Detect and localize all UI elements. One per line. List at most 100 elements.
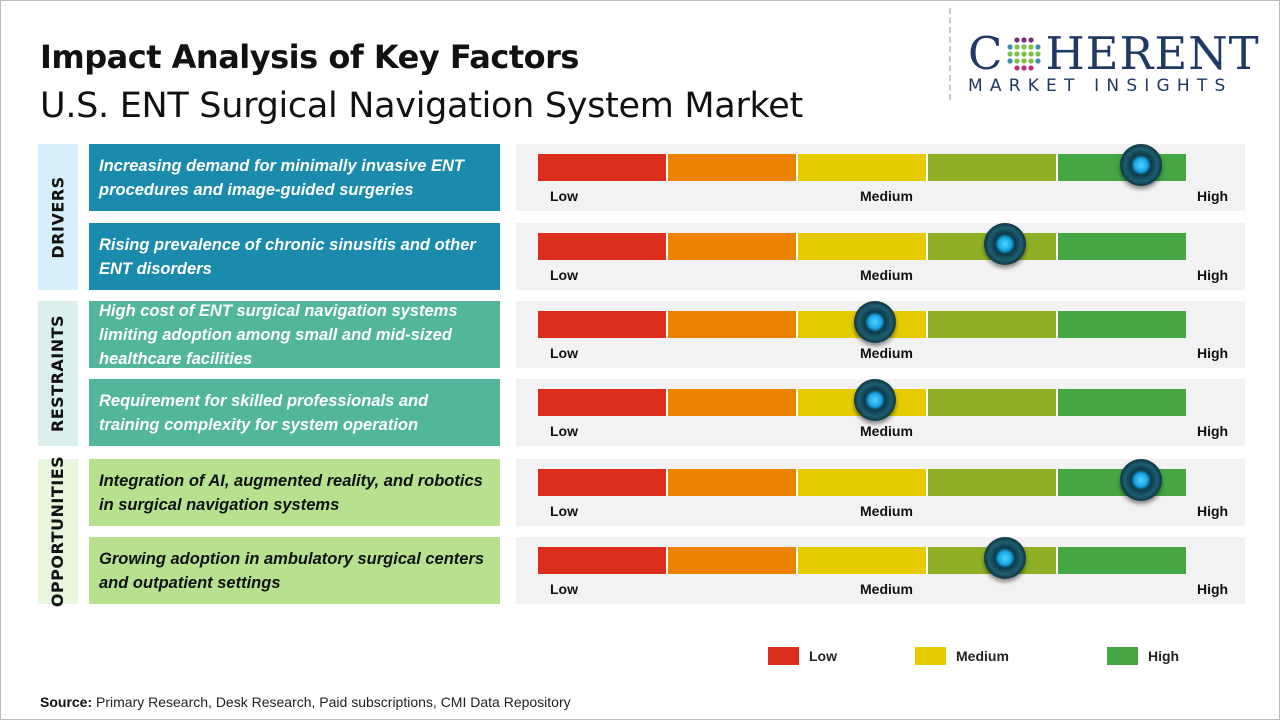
gauge-knob-icon	[1119, 144, 1162, 186]
globe-dot	[1021, 58, 1028, 64]
gauge-segment	[1058, 389, 1186, 416]
legend-item: High	[1107, 647, 1179, 665]
scale-label-low: Low	[550, 423, 578, 439]
scale-label-medium: Medium	[860, 581, 913, 597]
scale-label-low: Low	[550, 503, 578, 519]
legend-label: Low	[809, 648, 837, 664]
gauge-segment	[668, 469, 798, 496]
scale-label-medium: Medium	[860, 345, 913, 361]
gauge-segment	[928, 311, 1058, 338]
category-label-drivers: DRIVERS	[38, 144, 78, 290]
gauge-knob-icon	[983, 537, 1026, 579]
gauge-segment	[798, 233, 928, 260]
impact-gauge: Low Medium High	[516, 537, 1245, 604]
scale-label-low: Low	[550, 345, 578, 361]
legend-label: Medium	[956, 648, 1009, 664]
globe-dot	[1014, 51, 1021, 57]
gauge-segment	[538, 389, 668, 416]
gauge-segment	[538, 233, 668, 260]
gauge-bar	[538, 547, 1186, 574]
factor-text: Growing adoption in ambulatory surgical …	[89, 537, 500, 604]
scale-label-high: High	[1197, 423, 1229, 439]
category-label-opportunities: OPPORTUNITIES	[38, 455, 78, 608]
source-note: Source: Primary Research, Desk Research,…	[40, 694, 571, 710]
globe-dot	[1014, 37, 1021, 43]
gauge-bar	[538, 233, 1186, 260]
globe-dot	[1014, 44, 1021, 50]
gauge-bar	[538, 469, 1186, 496]
gauge-bar	[538, 389, 1186, 416]
gauge-knob-icon	[1119, 459, 1162, 501]
gauge-segment	[1058, 311, 1186, 338]
gauge-segment	[1058, 233, 1186, 260]
gauge-segment	[928, 154, 1058, 181]
category-label-text: DRIVERS	[48, 175, 68, 259]
gauge-bar	[538, 154, 1186, 181]
category-label-text: OPPORTUNITIES	[48, 455, 68, 608]
category-label-text: RESTRAINTS	[48, 314, 68, 433]
gauge-segment	[538, 469, 668, 496]
gauge-segment	[798, 154, 928, 181]
gauge-segment	[798, 547, 928, 574]
legend-item: Low	[768, 647, 837, 665]
factor-text: Increasing demand for minimally invasive…	[89, 144, 500, 211]
impact-gauge: Low Medium High	[516, 301, 1245, 368]
gauge-knob-icon	[983, 223, 1026, 265]
factor-text: High cost of ENT surgical navigation sys…	[89, 301, 500, 368]
legend-swatch	[915, 647, 946, 665]
factor-text: Integration of AI, augmented reality, an…	[89, 459, 500, 526]
globe-dot	[1021, 37, 1028, 43]
globe-dot	[1021, 65, 1028, 71]
gauge-knob-icon	[853, 379, 896, 421]
gauge-segment	[538, 311, 668, 338]
globe-dot	[1035, 44, 1042, 50]
globe-icon	[1007, 37, 1042, 71]
gauge-segment	[668, 389, 798, 416]
scale-label-low: Low	[550, 267, 578, 283]
source-label: Source:	[40, 694, 93, 710]
impact-gauge: Low Medium High	[516, 144, 1245, 211]
globe-dot	[1028, 44, 1035, 50]
scale-label-high: High	[1197, 188, 1229, 204]
globe-dot	[1007, 58, 1014, 64]
page-title: Impact Analysis of Key Factors	[40, 38, 579, 76]
factor-text: Rising prevalence of chronic sinusitis a…	[89, 223, 500, 290]
scale-label-medium: Medium	[860, 503, 913, 519]
gauge-segment	[668, 154, 798, 181]
globe-dot	[1014, 58, 1021, 64]
scale-label-high: High	[1197, 345, 1229, 361]
legend-item: Medium	[915, 647, 1009, 665]
logo-subtext: MARKET INSIGHTS	[968, 76, 1233, 96]
gauge-segment	[928, 389, 1058, 416]
globe-dot	[1028, 58, 1035, 64]
globe-dot	[1028, 65, 1035, 71]
gauge-segment	[668, 233, 798, 260]
scale-label-medium: Medium	[860, 267, 913, 283]
gauge-segment	[1058, 547, 1186, 574]
scale-label-high: High	[1197, 267, 1229, 283]
logo-letter: C	[968, 27, 1004, 80]
scale-label-high: High	[1197, 503, 1229, 519]
globe-dot	[1021, 51, 1028, 57]
gauge-segment	[538, 154, 668, 181]
gauge-segment	[668, 547, 798, 574]
source-text: Primary Research, Desk Research, Paid su…	[92, 694, 571, 710]
globe-dot	[1007, 51, 1014, 57]
logo-letters: HERENT	[1045, 27, 1260, 80]
factor-text: Requirement for skilled professionals an…	[89, 379, 500, 446]
page-subtitle: U.S. ENT Surgical Navigation System Mark…	[40, 86, 803, 126]
gauge-segment	[928, 469, 1058, 496]
globe-dot	[1028, 51, 1035, 57]
divider	[949, 8, 951, 100]
impact-gauge: Low Medium High	[516, 379, 1245, 446]
legend-swatch	[768, 647, 799, 665]
impact-gauge: Low Medium High	[516, 459, 1245, 526]
scale-label-low: Low	[550, 581, 578, 597]
coherent-logo: C HERENT MARKET INSIGHTS	[968, 27, 1260, 97]
globe-dot	[1021, 44, 1028, 50]
globe-dot	[1007, 44, 1014, 50]
scale-label-medium: Medium	[860, 188, 913, 204]
globe-dot	[1014, 65, 1021, 71]
legend-swatch	[1107, 647, 1138, 665]
impact-gauge: Low Medium High	[516, 223, 1245, 290]
